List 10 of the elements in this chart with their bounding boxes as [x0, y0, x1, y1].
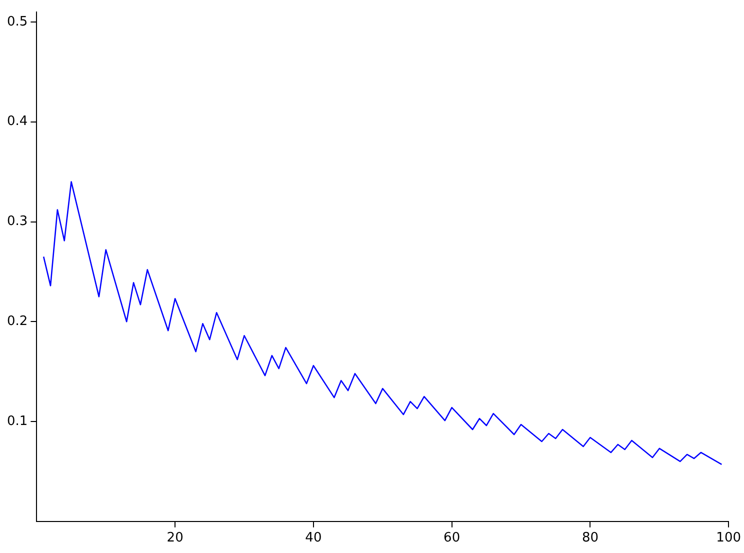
y-tick-label: 0.3	[6, 214, 28, 230]
x-tick-label: 100	[716, 530, 742, 546]
x-tick-label: 20	[166, 530, 184, 546]
y-tick-label: 0.4	[6, 114, 28, 130]
y-tick-label: 0.2	[6, 314, 28, 330]
y-tick-label: 0.1	[6, 414, 28, 429]
x-tick-label: 40	[305, 530, 322, 546]
x-tick-label: 80	[582, 530, 598, 546]
x-tick-label: 60	[444, 530, 460, 546]
y-tick-label: 0.5	[6, 14, 28, 30]
